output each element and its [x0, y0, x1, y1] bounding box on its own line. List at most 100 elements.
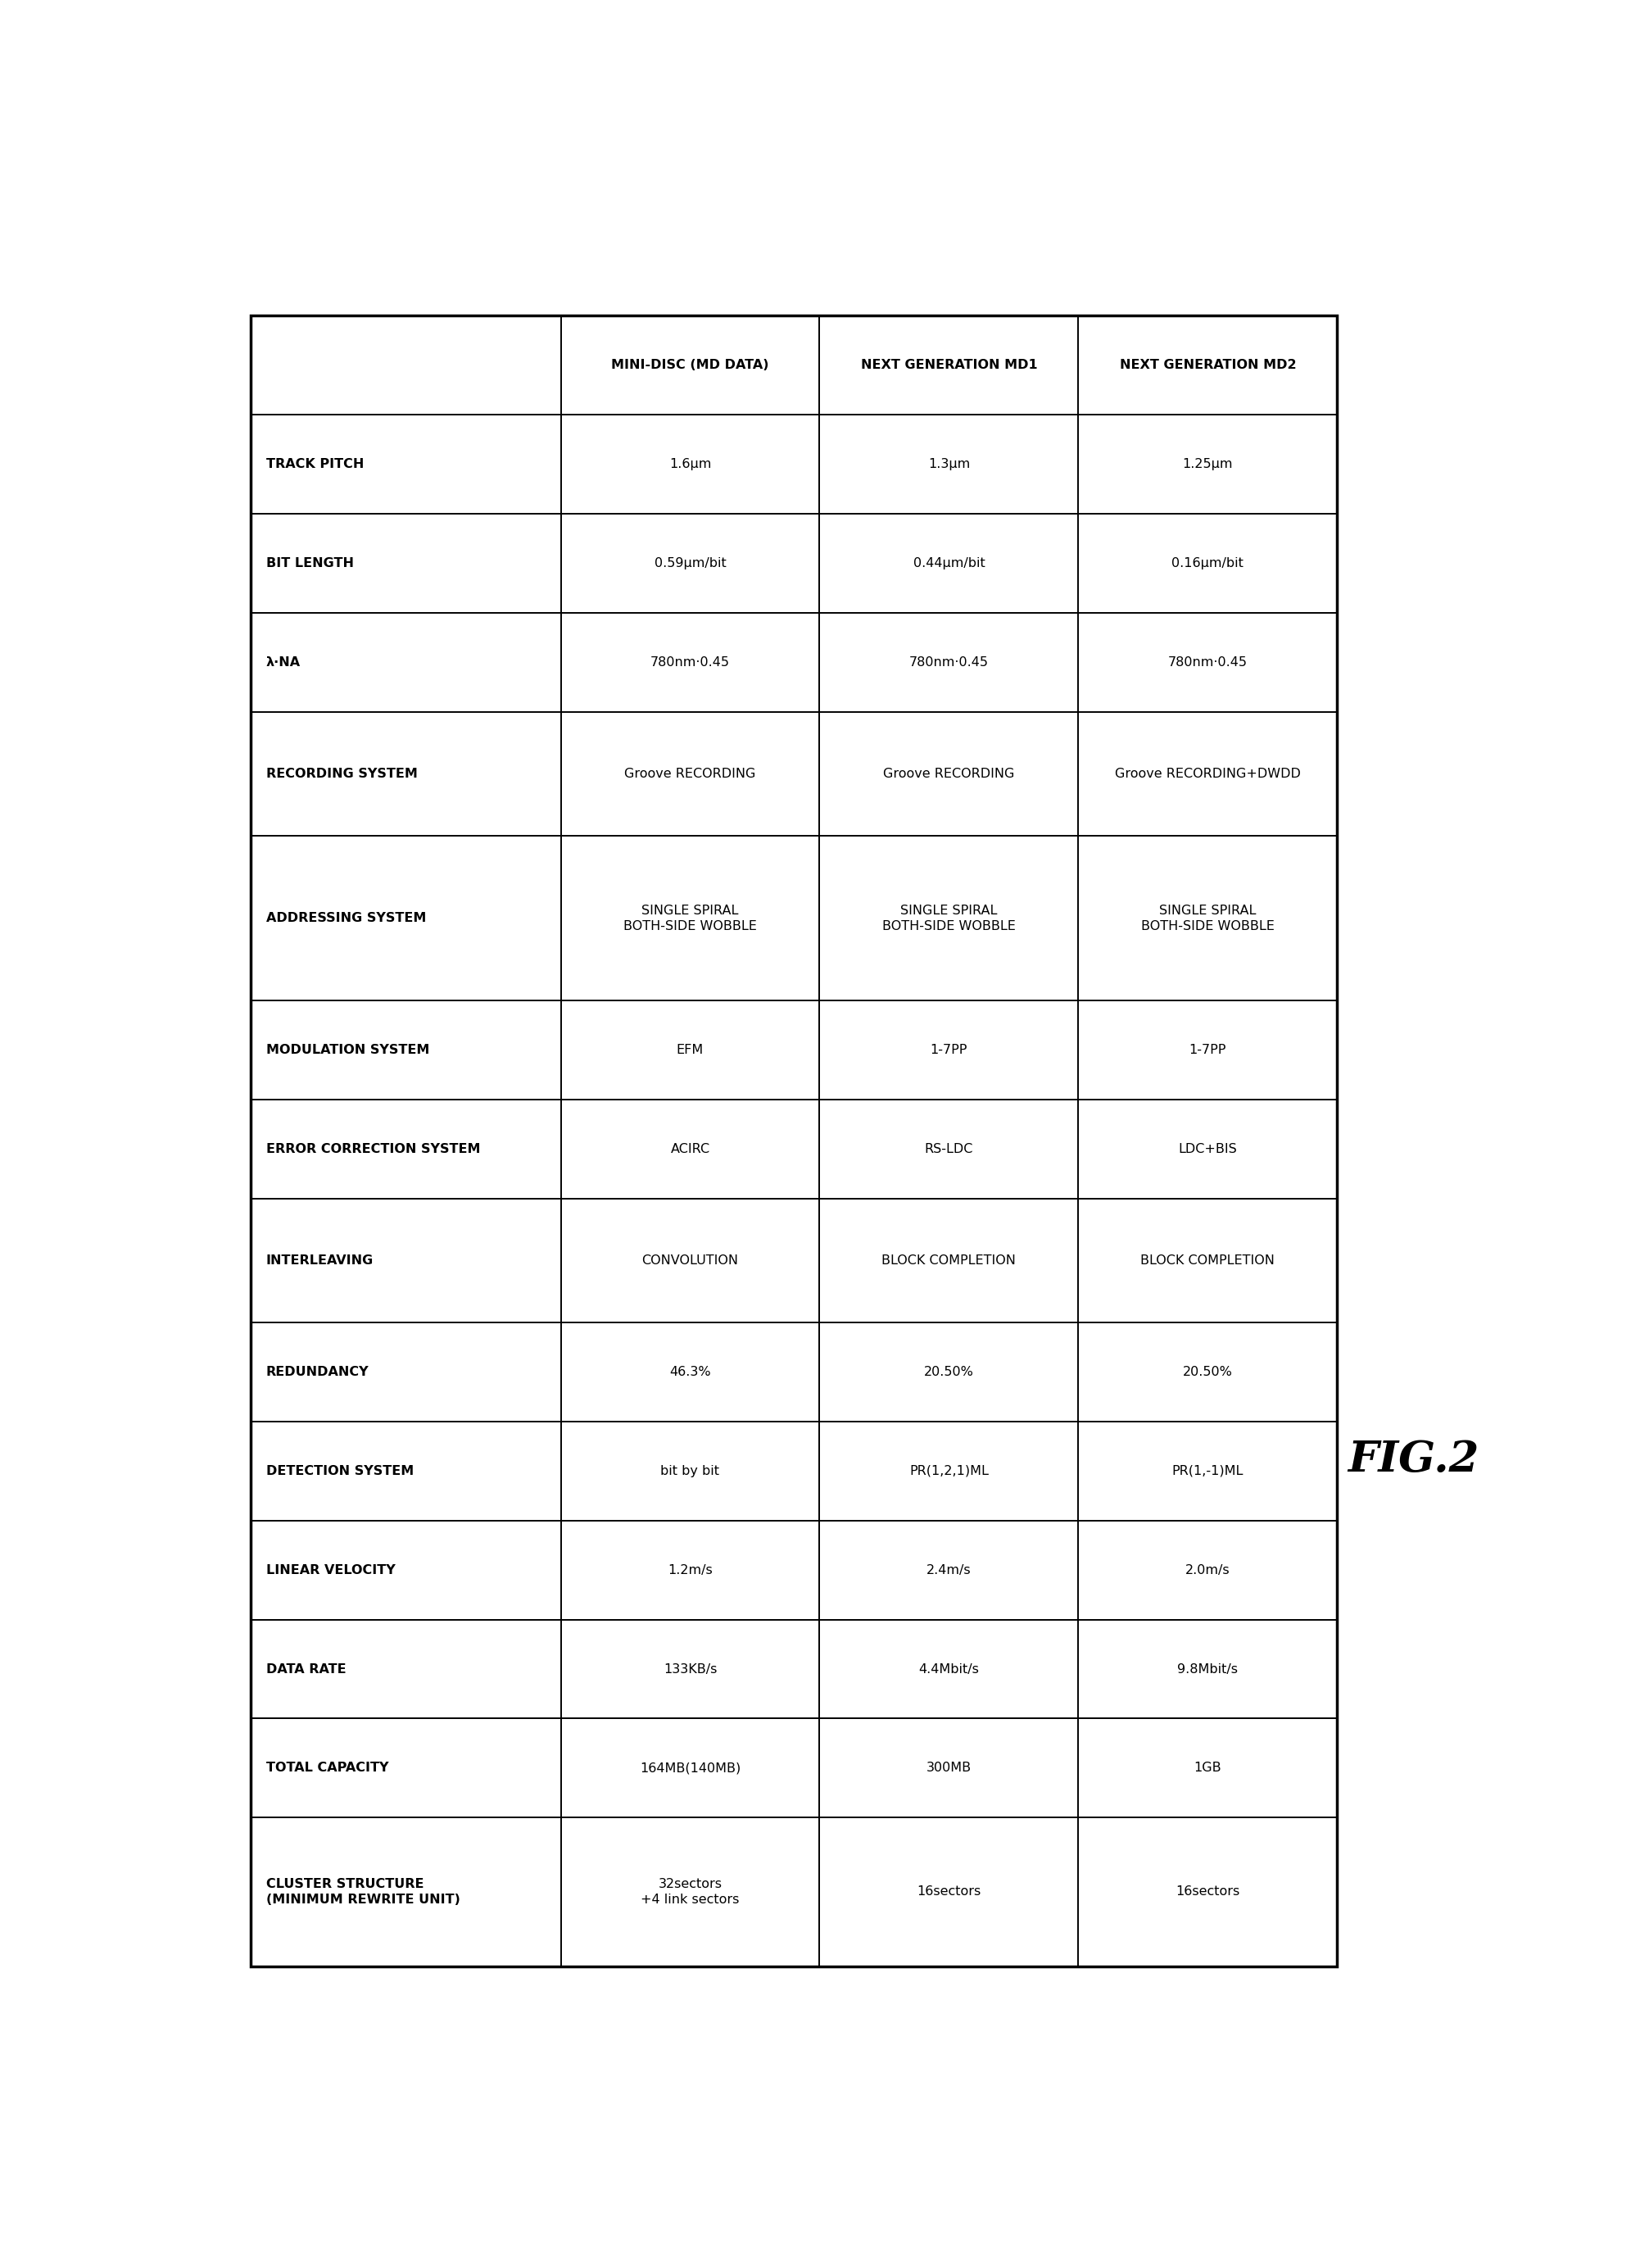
Bar: [820, 612, 1078, 712]
Bar: [820, 1000, 1078, 1100]
Text: 2.4m/s: 2.4m/s: [927, 1565, 971, 1576]
Bar: [1078, 1719, 1337, 1817]
Text: TRACK PITCH: TRACK PITCH: [265, 458, 364, 469]
Text: 20.50%: 20.50%: [1182, 1365, 1233, 1379]
Bar: [561, 1520, 820, 1619]
Bar: [251, 1422, 561, 1520]
Bar: [561, 1817, 820, 1966]
Bar: [1078, 1322, 1337, 1422]
Text: CLUSTER STRUCTURE
(MINIMUM REWRITE UNIT): CLUSTER STRUCTURE (MINIMUM REWRITE UNIT): [265, 1878, 460, 1905]
Bar: [1078, 712, 1337, 835]
Bar: [561, 515, 820, 612]
Text: PR(1,-1)ML: PR(1,-1)ML: [1172, 1465, 1243, 1476]
Text: SINGLE SPIRAL
BOTH-SIDE WOBBLE: SINGLE SPIRAL BOTH-SIDE WOBBLE: [1141, 905, 1275, 932]
Bar: [561, 1719, 820, 1817]
Text: NEXT GENERATION MD2: NEXT GENERATION MD2: [1120, 358, 1296, 372]
Text: 1GB: 1GB: [1194, 1762, 1222, 1774]
Text: 2.0m/s: 2.0m/s: [1186, 1565, 1230, 1576]
Text: bit by bit: bit by bit: [661, 1465, 719, 1476]
Text: INTERLEAVING: INTERLEAVING: [265, 1254, 374, 1268]
Text: 46.3%: 46.3%: [669, 1365, 711, 1379]
Bar: [820, 1422, 1078, 1520]
Bar: [251, 835, 561, 1000]
Bar: [251, 1322, 561, 1422]
Bar: [820, 1719, 1078, 1817]
Text: 4.4Mbit/s: 4.4Mbit/s: [918, 1662, 980, 1676]
Text: FIG.2: FIG.2: [1349, 1438, 1479, 1481]
Text: ERROR CORRECTION SYSTEM: ERROR CORRECTION SYSTEM: [265, 1143, 480, 1154]
Text: λ·NA: λ·NA: [265, 655, 300, 669]
Bar: [820, 835, 1078, 1000]
Bar: [1078, 1422, 1337, 1520]
Bar: [1078, 835, 1337, 1000]
Bar: [251, 1719, 561, 1817]
Text: 0.59μm/bit: 0.59μm/bit: [655, 558, 726, 569]
Text: 0.44μm/bit: 0.44μm/bit: [914, 558, 984, 569]
Text: DATA RATE: DATA RATE: [265, 1662, 346, 1676]
Bar: [820, 1520, 1078, 1619]
Bar: [820, 712, 1078, 835]
Text: MINI-DISC (MD DATA): MINI-DISC (MD DATA): [612, 358, 768, 372]
Text: 16sectors: 16sectors: [917, 1885, 981, 1898]
Text: BLOCK COMPLETION: BLOCK COMPLETION: [882, 1254, 1016, 1268]
Bar: [561, 1422, 820, 1520]
Text: PR(1,2,1)ML: PR(1,2,1)ML: [909, 1465, 989, 1476]
Bar: [820, 1322, 1078, 1422]
Text: 1.25μm: 1.25μm: [1182, 458, 1233, 469]
Text: 1.6μm: 1.6μm: [669, 458, 711, 469]
Bar: [820, 1200, 1078, 1322]
Bar: [561, 1100, 820, 1200]
Text: 32sectors
+4 link sectors: 32sectors +4 link sectors: [641, 1878, 739, 1905]
Bar: [1078, 415, 1337, 515]
Bar: [561, 1619, 820, 1719]
Text: NEXT GENERATION MD1: NEXT GENERATION MD1: [861, 358, 1037, 372]
Text: Groove RECORDING+DWDD: Groove RECORDING+DWDD: [1115, 767, 1301, 780]
Text: LINEAR VELOCITY: LINEAR VELOCITY: [265, 1565, 396, 1576]
Bar: [251, 712, 561, 835]
Bar: [1078, 1817, 1337, 1966]
Text: 164MB(140MB): 164MB(140MB): [640, 1762, 740, 1774]
Bar: [1078, 1619, 1337, 1719]
Bar: [1078, 1520, 1337, 1619]
Bar: [820, 315, 1078, 415]
Bar: [251, 1200, 561, 1322]
Text: Groove RECORDING: Groove RECORDING: [884, 767, 1014, 780]
Text: 780nm·0.45: 780nm·0.45: [909, 655, 989, 669]
Text: 16sectors: 16sectors: [1176, 1885, 1240, 1898]
Bar: [820, 1817, 1078, 1966]
Text: RECORDING SYSTEM: RECORDING SYSTEM: [265, 767, 417, 780]
Text: SINGLE SPIRAL
BOTH-SIDE WOBBLE: SINGLE SPIRAL BOTH-SIDE WOBBLE: [623, 905, 757, 932]
Bar: [561, 1000, 820, 1100]
Bar: [561, 612, 820, 712]
Bar: [1078, 1100, 1337, 1200]
Bar: [1078, 1200, 1337, 1322]
Bar: [1078, 1000, 1337, 1100]
Text: 0.16μm/bit: 0.16μm/bit: [1172, 558, 1243, 569]
Bar: [820, 1100, 1078, 1200]
Text: RS-LDC: RS-LDC: [925, 1143, 973, 1154]
Text: ADDRESSING SYSTEM: ADDRESSING SYSTEM: [265, 912, 425, 925]
Bar: [251, 315, 1337, 1966]
Text: ACIRC: ACIRC: [671, 1143, 709, 1154]
Text: EFM: EFM: [676, 1043, 704, 1057]
Bar: [561, 1322, 820, 1422]
Text: LDC+BIS: LDC+BIS: [1179, 1143, 1237, 1154]
Bar: [251, 415, 561, 515]
Text: 780nm·0.45: 780nm·0.45: [1167, 655, 1247, 669]
Bar: [251, 612, 561, 712]
Text: 1.2m/s: 1.2m/s: [668, 1565, 712, 1576]
Bar: [251, 1520, 561, 1619]
Bar: [820, 415, 1078, 515]
Text: 300MB: 300MB: [927, 1762, 971, 1774]
Text: CONVOLUTION: CONVOLUTION: [641, 1254, 739, 1268]
Bar: [1078, 315, 1337, 415]
Bar: [251, 315, 561, 415]
Bar: [561, 415, 820, 515]
Bar: [561, 835, 820, 1000]
Text: 9.8Mbit/s: 9.8Mbit/s: [1177, 1662, 1238, 1676]
Text: BIT LENGTH: BIT LENGTH: [265, 558, 355, 569]
Bar: [561, 315, 820, 415]
Text: 780nm·0.45: 780nm·0.45: [650, 655, 731, 669]
Bar: [820, 515, 1078, 612]
Text: SINGLE SPIRAL
BOTH-SIDE WOBBLE: SINGLE SPIRAL BOTH-SIDE WOBBLE: [882, 905, 1016, 932]
